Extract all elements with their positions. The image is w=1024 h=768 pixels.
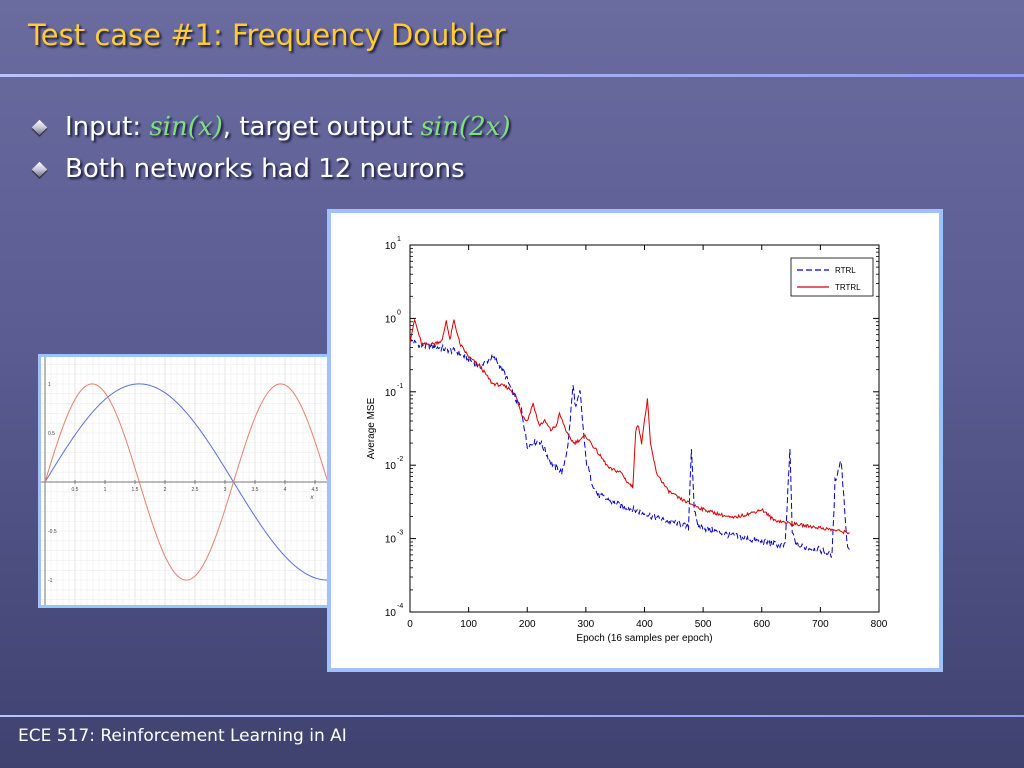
y-tick-exponent: -4 [397,603,403,610]
y-tick-exponent: -3 [397,530,403,537]
title-divider [0,74,1024,77]
math-sin-2x: sin(2x) [420,112,511,142]
series-line-sin(2x) [44,383,327,581]
x-tick-label: 800 [871,619,888,630]
mse-plot-panel: 0 100 200 300 400 500 600 700 800 10 1 10 0 10 -1 10 -2 1… [327,209,943,672]
x-tick-label: 1 [104,487,107,493]
x-tick-label: 3.5 [252,487,259,493]
x-tick-label: 4 [284,487,287,493]
diamond-bullet-icon [31,119,48,135]
bullet-input-output: Input: sin(x), target output sin(2x) [30,106,511,148]
x-tick-label: 2.5 [192,487,199,493]
mse-plot: 0 100 200 300 400 500 600 700 80010110010-110-21… [366,236,888,644]
y-tick-label: 10 [385,241,397,252]
y-tick-label: 10 [385,535,397,546]
bullet-neurons: Both networks had 12 neurons [30,148,511,190]
sine-plot: 0.5 1 1.5 2 2.5 3 3.5 4 4.5 1 0.5 -0.5 -1 x [41,357,327,605]
math-sin-x: sin(x) [149,112,223,142]
x-tick-label: 200 [519,619,536,630]
x-tick-label: 0.5 [72,487,79,493]
y-axis-label: Average MSE [366,397,377,459]
y-tick-label: 10 [385,461,397,472]
series-line-trtrl [409,318,850,535]
x-tick-label: 3 [224,487,227,493]
y-tick-label: 0.5 [48,431,55,437]
x-tick-label: 500 [695,619,712,630]
x-tick-label: 100 [460,619,477,630]
x-tick-label: 700 [812,619,829,630]
bullet-prefix: Input: [65,112,142,142]
x-tick-label: 4.5 [312,487,319,493]
legend-label-rtrl: RTRL [835,266,856,275]
bullet-list: Input: sin(x), target output sin(2x) Bot… [30,106,511,190]
x-tick-label: 2 [164,487,167,493]
x-axis-label: x [310,495,315,501]
slide-title: Test case #1: Frequency Doubler [28,18,506,52]
y-tick-label: 1 [48,382,51,388]
bullet-middle: , target output [222,112,413,142]
x-tick-label: 1.5 [132,487,139,493]
x-tick-label: 0 [407,619,413,630]
y-tick-exponent: 0 [397,309,401,316]
y-tick-exponent: -2 [397,456,403,463]
x-tick-label: 300 [578,619,595,630]
y-tick-label: 10 [385,314,397,325]
bullet-text: Both networks had 12 neurons [65,154,465,184]
series-line-sin(x) [44,383,327,581]
x-tick-label: 400 [636,619,653,630]
legend-label-trtrl: TRTRL [835,283,861,292]
footer-text: ECE 517: Reinforcement Learning in AI [18,726,347,746]
footer-divider [0,715,1024,717]
y-tick-label: 10 [385,608,397,619]
legend-box [790,257,874,297]
y-tick-label: -1 [48,578,53,584]
series-line-rtrl [409,337,851,558]
x-axis-label: Epoch (16 samples per epoch) [576,633,712,644]
y-tick-exponent: -1 [397,383,403,390]
x-tick-label: 600 [753,619,770,630]
sine-plot-panel: 0.5 1 1.5 2 2.5 3 3.5 4 4.5 1 0.5 -0.5 -1 x [38,354,330,608]
diamond-bullet-icon [31,161,48,177]
y-tick-label: 10 [385,388,397,399]
y-tick-exponent: 1 [397,236,401,243]
plot-frame [409,244,880,613]
y-tick-label: -0.5 [48,529,57,535]
